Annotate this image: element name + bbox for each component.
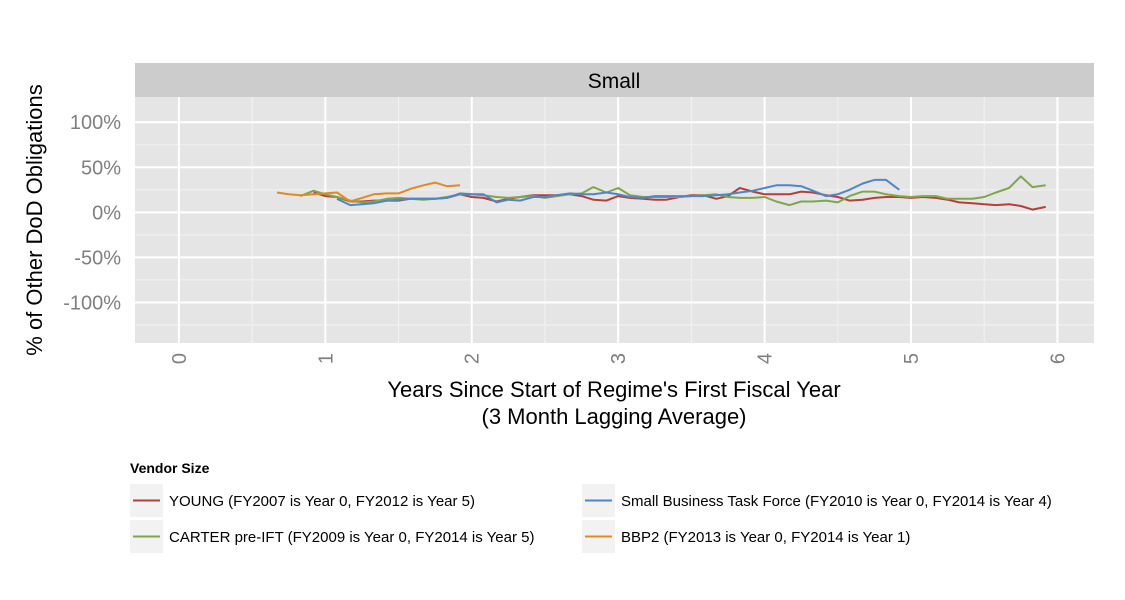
legend-item: BBP2 (FY2013 is Year 0, FY2014 is Year 1… <box>582 520 910 553</box>
x-tick-label: 6 <box>1047 353 1069 364</box>
facet-strip <box>135 63 1094 97</box>
x-tick-label: 2 <box>462 353 484 364</box>
legend-label: BBP2 (FY2013 is Year 0, FY2014 is Year 1… <box>621 529 910 546</box>
y-tick-label: -100% <box>63 292 121 314</box>
x-tick-label: 3 <box>608 353 630 364</box>
series-layer <box>276 175 1046 211</box>
x-tick-label: 4 <box>755 353 777 364</box>
legend-label: CARTER pre-IFT (FY2009 is Year 0, FY2014… <box>169 529 534 546</box>
x-tick-labels: 0 1 2 3 4 5 6 <box>169 353 1069 364</box>
x-tick-label: 1 <box>315 353 337 364</box>
x-axis-title-line2: (3 Month Lagging Average) <box>482 404 747 429</box>
y-tick-labels: 100% 50% 0% -50% -100% <box>63 112 121 314</box>
series-line <box>276 181 461 203</box>
x-tick-label: 0 <box>169 353 191 364</box>
facet-label: Small <box>588 70 641 93</box>
x-tick-label: 5 <box>901 353 923 364</box>
y-tick-label: 0% <box>92 202 121 224</box>
x-axis-title-line1: Years Since Start of Regime's First Fisc… <box>387 377 840 402</box>
grid <box>135 97 1094 343</box>
y-axis-title: % of Other DoD Obligations <box>22 84 47 355</box>
legend-label: Small Business Task Force (FY2010 is Yea… <box>621 493 1052 510</box>
legend-item: YOUNG (FY2007 is Year 0, FY2012 is Year … <box>130 484 475 517</box>
legend: YOUNG (FY2007 is Year 0, FY2012 is Year … <box>130 484 1052 553</box>
plot-panel <box>135 97 1094 343</box>
y-tick-label: 50% <box>81 157 121 179</box>
legend-item: CARTER pre-IFT (FY2009 is Year 0, FY2014… <box>130 520 534 553</box>
y-tick-label: -50% <box>74 247 121 269</box>
legend-label: YOUNG (FY2007 is Year 0, FY2012 is Year … <box>169 493 475 510</box>
legend-title: Vendor Size <box>130 460 210 476</box>
legend-item: Small Business Task Force (FY2010 is Yea… <box>582 484 1052 517</box>
series-line <box>336 178 900 207</box>
y-tick-label: 100% <box>70 112 121 134</box>
